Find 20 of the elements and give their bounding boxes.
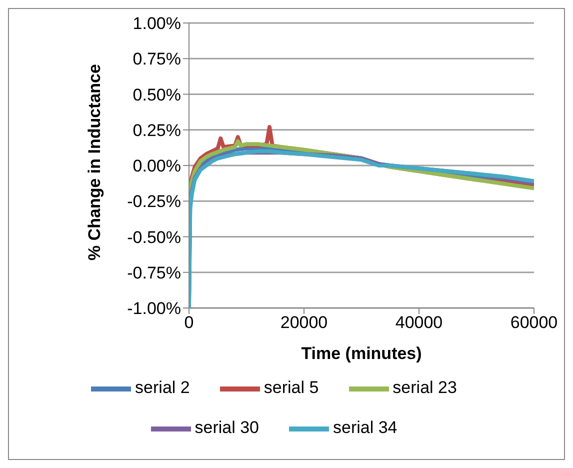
x-tick-label: 60000	[510, 313, 558, 332]
x-tick-label: 40000	[395, 313, 443, 332]
y-tick-label: 1.00%	[132, 14, 181, 34]
y-tick-label: -0.75%	[127, 263, 181, 282]
x-axis-title: Time (minutes)	[301, 344, 422, 363]
legend-label: serial 23	[392, 378, 457, 398]
y-tick-label: -1.00%	[127, 299, 181, 318]
legend-label: serial 34	[333, 418, 398, 438]
y-tick-label: 0.75%	[132, 50, 181, 69]
legend-label: serial 5	[264, 378, 319, 398]
x-tick-label: 0	[184, 313, 194, 332]
legend-label: serial 2	[135, 378, 190, 398]
legend-label: serial 30	[194, 418, 259, 438]
y-tick-label: 0.50%	[132, 85, 181, 104]
x-tick-label: 20000	[280, 313, 328, 332]
y-tick-label: 0.25%	[132, 120, 181, 140]
y-tick-label: -0.25%	[127, 192, 181, 212]
y-tick-label: 0.00%	[132, 156, 181, 176]
y-tick-label: -0.50%	[127, 228, 181, 247]
y-axis-title: % Change in Inductance	[85, 64, 104, 260]
